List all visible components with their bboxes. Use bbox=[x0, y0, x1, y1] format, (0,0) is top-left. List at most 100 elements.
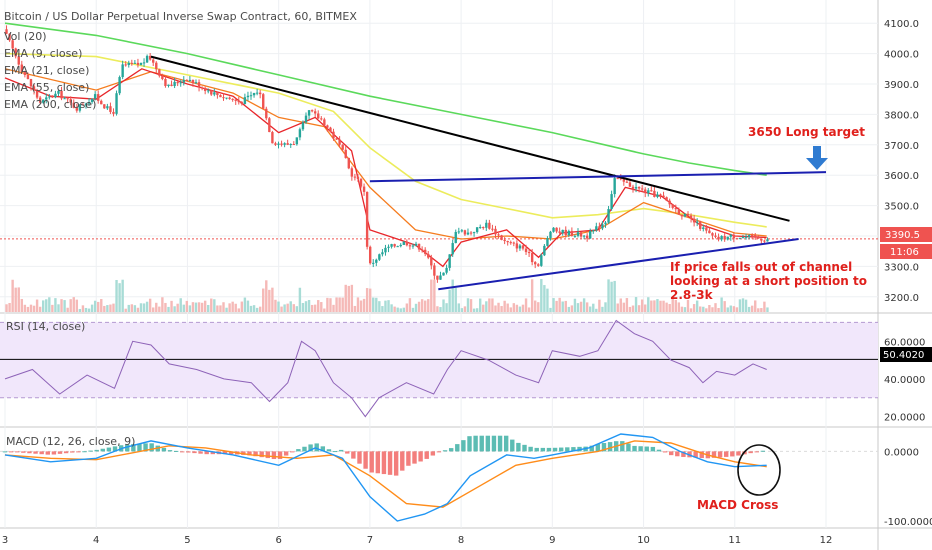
candle-body bbox=[164, 79, 167, 86]
candle-body bbox=[127, 62, 130, 65]
volume-bar bbox=[726, 307, 729, 312]
candle-body bbox=[375, 259, 378, 263]
candle-body bbox=[228, 97, 231, 99]
candle-body bbox=[497, 234, 500, 236]
volume-bar bbox=[671, 297, 674, 312]
volume-bar bbox=[158, 306, 161, 312]
volume-bar bbox=[754, 300, 757, 312]
macd-histogram-bar bbox=[412, 451, 417, 464]
volume-bar bbox=[640, 299, 644, 312]
volume-bar bbox=[97, 301, 100, 312]
legend-vol[interactable]: Vol (20) bbox=[4, 30, 47, 43]
volume-bar bbox=[647, 297, 650, 312]
candle-body bbox=[472, 232, 476, 234]
volume-bar bbox=[540, 279, 543, 312]
volume-bar bbox=[451, 279, 454, 312]
x-tick-label: 11 bbox=[728, 535, 741, 546]
volume-bar bbox=[564, 300, 567, 312]
candle-body bbox=[29, 79, 33, 87]
candle-body bbox=[97, 94, 100, 101]
short-note-line-3: 2.8-3k bbox=[670, 288, 714, 302]
legend-ema200[interactable]: EMA (200, close) bbox=[4, 98, 96, 111]
current-price-label: 3390.5 bbox=[880, 227, 932, 242]
candle-body bbox=[317, 113, 320, 119]
volume-bar bbox=[51, 304, 54, 312]
candle-body bbox=[35, 90, 39, 98]
candle-body bbox=[252, 92, 256, 96]
countdown-label: 11:06 bbox=[880, 244, 932, 259]
candle-body bbox=[191, 79, 195, 84]
volume-bar bbox=[506, 303, 509, 312]
candle-body bbox=[631, 186, 635, 189]
macd-histogram-bar bbox=[57, 451, 63, 454]
legend-ema55[interactable]: EMA (55, close) bbox=[4, 81, 89, 94]
candle-body bbox=[702, 227, 705, 229]
volume-bar bbox=[274, 299, 277, 312]
trendline-descending-resistance[interactable] bbox=[150, 55, 790, 222]
candle-body bbox=[537, 264, 540, 266]
macd-histogram-bar bbox=[644, 446, 649, 452]
volume-bar bbox=[585, 302, 589, 312]
candle-body bbox=[203, 88, 207, 91]
candle-body bbox=[207, 90, 210, 92]
macd-histogram-bar bbox=[131, 444, 136, 452]
volume-bar bbox=[637, 305, 641, 312]
candle-body bbox=[118, 77, 121, 94]
volume-bar bbox=[595, 308, 598, 312]
legend-ema9[interactable]: EMA (9, close) bbox=[4, 47, 82, 60]
macd-histogram-bar bbox=[15, 451, 20, 453]
volume-bar bbox=[509, 307, 512, 312]
rsi-title[interactable]: RSI (14, close) bbox=[6, 320, 85, 333]
volume-bar bbox=[750, 305, 754, 312]
candle-body bbox=[335, 138, 338, 140]
candle-body bbox=[292, 144, 295, 146]
volume-bar bbox=[411, 307, 415, 312]
volume-bar bbox=[197, 302, 201, 312]
volume-bar bbox=[442, 299, 445, 312]
macd-histogram-bar bbox=[760, 450, 766, 452]
trendline-channel-top[interactable] bbox=[369, 171, 827, 183]
candle-body bbox=[558, 231, 561, 233]
volume-bar bbox=[488, 298, 491, 312]
volume-bar bbox=[631, 305, 635, 312]
macd-histogram-bar bbox=[699, 451, 704, 459]
x-tick-label: 9 bbox=[549, 535, 555, 546]
candle-body bbox=[720, 236, 723, 240]
macd-histogram-bar bbox=[748, 451, 753, 454]
volume-bar bbox=[323, 308, 326, 312]
volume-bar bbox=[433, 279, 436, 312]
macd-histogram-bar bbox=[448, 448, 454, 452]
candle-body bbox=[332, 131, 335, 139]
volume-bar bbox=[139, 303, 143, 312]
macd-histogram-bar bbox=[387, 451, 393, 475]
volume-bar bbox=[295, 306, 299, 312]
volume-bar bbox=[167, 306, 170, 312]
svg-text:11:06: 11:06 bbox=[890, 247, 919, 258]
candle-body bbox=[307, 110, 311, 116]
down-arrow-icon bbox=[806, 146, 828, 170]
volume-bar bbox=[219, 305, 222, 312]
macd-title[interactable]: MACD (12, 26, close, 9) bbox=[6, 435, 135, 448]
candle-body bbox=[222, 97, 225, 99]
macd-histogram-bar bbox=[192, 451, 197, 454]
macd-histogram-bar bbox=[491, 435, 497, 452]
candle-body bbox=[45, 97, 48, 100]
trendline-ascending-support[interactable] bbox=[438, 238, 799, 291]
candle-body bbox=[585, 235, 589, 239]
volume-bar bbox=[543, 285, 546, 312]
volume-bar bbox=[494, 305, 497, 312]
legend-ema21[interactable]: EMA (21, close) bbox=[4, 64, 89, 77]
volume-bar bbox=[60, 299, 63, 312]
candle-body bbox=[686, 213, 690, 216]
volume-bar bbox=[268, 289, 271, 312]
volume-bar bbox=[478, 298, 482, 312]
macd-histogram-bar bbox=[467, 436, 472, 452]
candle-body bbox=[365, 191, 369, 247]
candle-body bbox=[674, 207, 677, 210]
volume-bar bbox=[604, 302, 607, 312]
volume-bar bbox=[243, 297, 247, 312]
macd-histogram-bar bbox=[711, 451, 717, 458]
macd-histogram-bar bbox=[406, 451, 411, 466]
volume-bar bbox=[81, 305, 85, 312]
volume-bar bbox=[289, 301, 292, 312]
